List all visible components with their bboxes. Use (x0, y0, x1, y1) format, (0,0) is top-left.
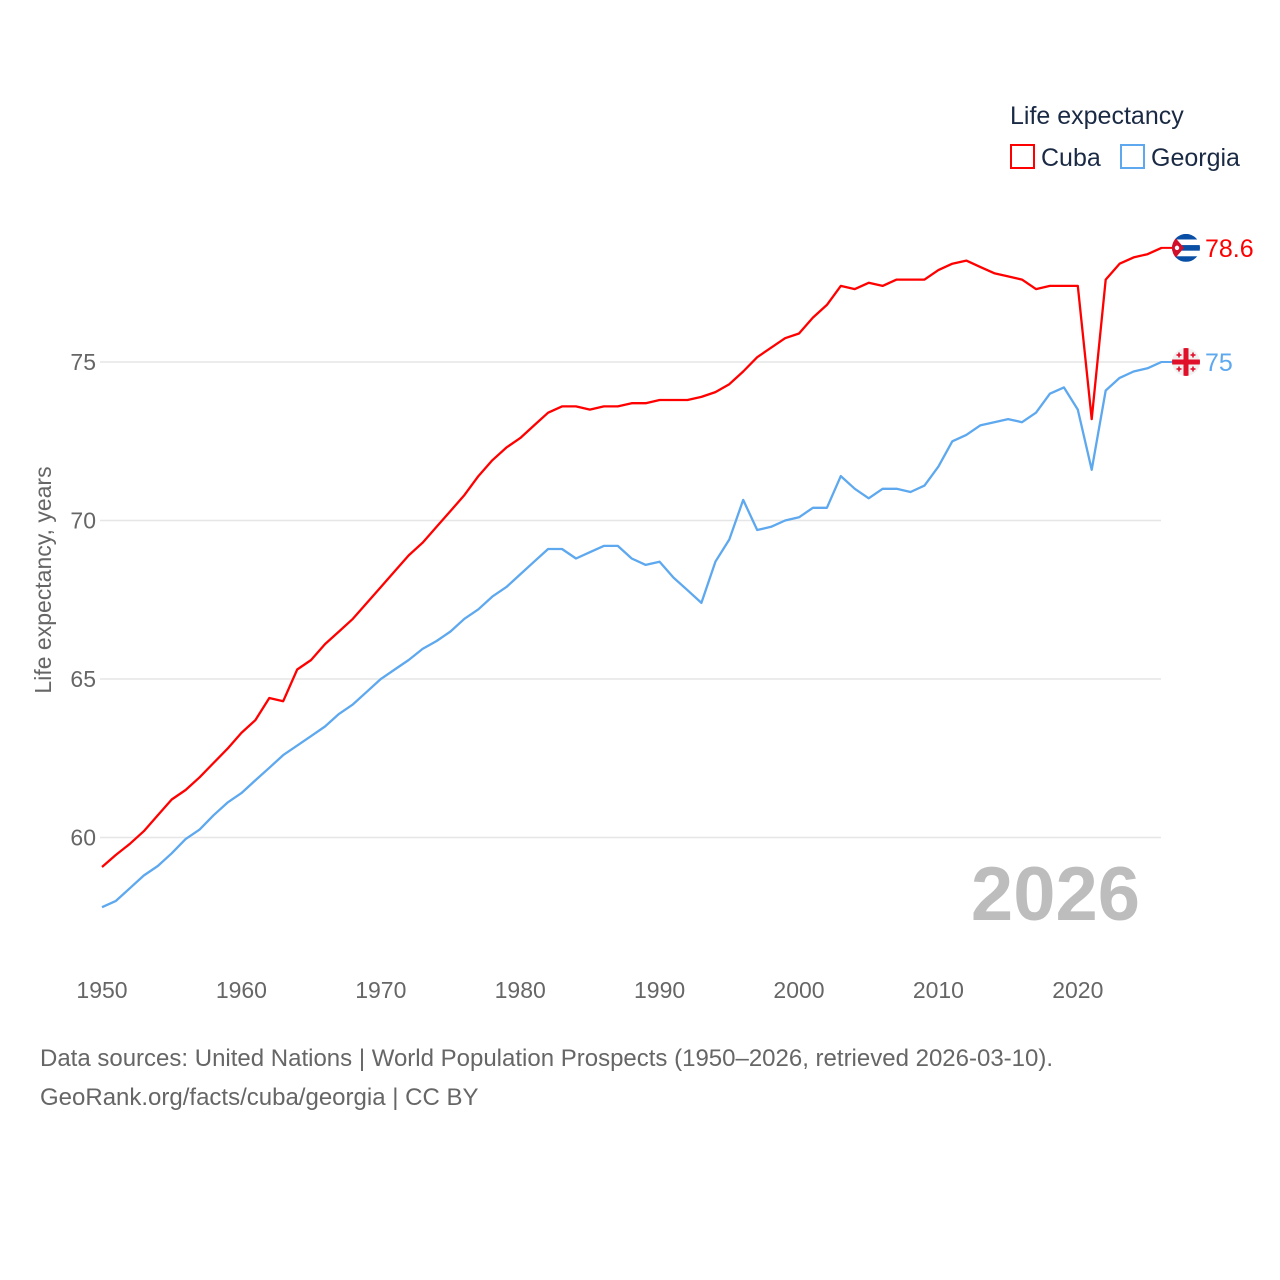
current-year-watermark: 2026 (971, 852, 1140, 937)
flag-stripe (1172, 233, 1200, 240)
y-axis-ticks: 60 65 70 75 (70, 349, 96, 851)
end-label-cuba: 78.6 (1205, 235, 1254, 263)
x-axis-ticks: 1950 1960 1970 1980 1990 2000 2010 2020 (76, 977, 1103, 1003)
flag-stripe (1172, 245, 1200, 251)
series-line-georgia (101, 360, 1162, 909)
legend: Life expectancy Cuba Georgia (1010, 102, 1240, 172)
legend-swatch-georgia (1120, 144, 1145, 169)
flag-cross-v (1183, 348, 1189, 376)
x-tick-label-2020: 2020 (1052, 977, 1103, 1003)
x-tick-label-2000: 2000 (773, 977, 824, 1003)
end-labels: 78.6 75 (1161, 233, 1254, 377)
legend-item-cuba[interactable]: Cuba (1010, 144, 1101, 172)
y-tick-label-70: 70 (70, 508, 96, 534)
series-lines (101, 246, 1162, 909)
end-label-georgia: 75 (1205, 349, 1233, 377)
y-tick-label-75: 75 (70, 349, 96, 375)
x-tick-label-1950: 1950 (76, 977, 127, 1003)
series-line-cuba (101, 246, 1162, 868)
source-line-2[interactable]: GeoRank.org/facts/cuba/georgia | CC BY (40, 1084, 479, 1111)
flag-star (1174, 245, 1180, 251)
y-tick-label-65: 65 (70, 666, 96, 692)
x-tick-label-1990: 1990 (634, 977, 685, 1003)
grid-lines (100, 361, 1161, 839)
flag-small-cross (1192, 366, 1194, 372)
flag-small-cross (1178, 352, 1180, 358)
flag-small-cross (1178, 366, 1180, 372)
legend-swatch-cuba (1010, 144, 1035, 169)
flag-body (1172, 233, 1200, 262)
x-tick-label-1980: 1980 (495, 977, 546, 1003)
y-tick-label-60: 60 (70, 825, 96, 851)
georgia-flag-icon (1172, 348, 1200, 376)
x-tick-label-2010: 2010 (913, 977, 964, 1003)
flag-small-cross (1192, 352, 1194, 358)
legend-label-cuba: Cuba (1041, 144, 1101, 172)
legend-title: Life expectancy (1010, 102, 1184, 130)
x-tick-label-1970: 1970 (355, 977, 406, 1003)
source-line-1: Data sources: United Nations | World Pop… (40, 1045, 1054, 1072)
legend-item-georgia[interactable]: Georgia (1120, 144, 1240, 172)
legend-label-georgia: Georgia (1151, 144, 1240, 172)
y-axis-title: Life expectancy, years (30, 466, 56, 693)
x-tick-label-1960: 1960 (216, 977, 267, 1003)
flag-stripe (1172, 256, 1200, 262)
cuba-flag-icon (1172, 233, 1200, 262)
flag-body (1172, 348, 1200, 376)
